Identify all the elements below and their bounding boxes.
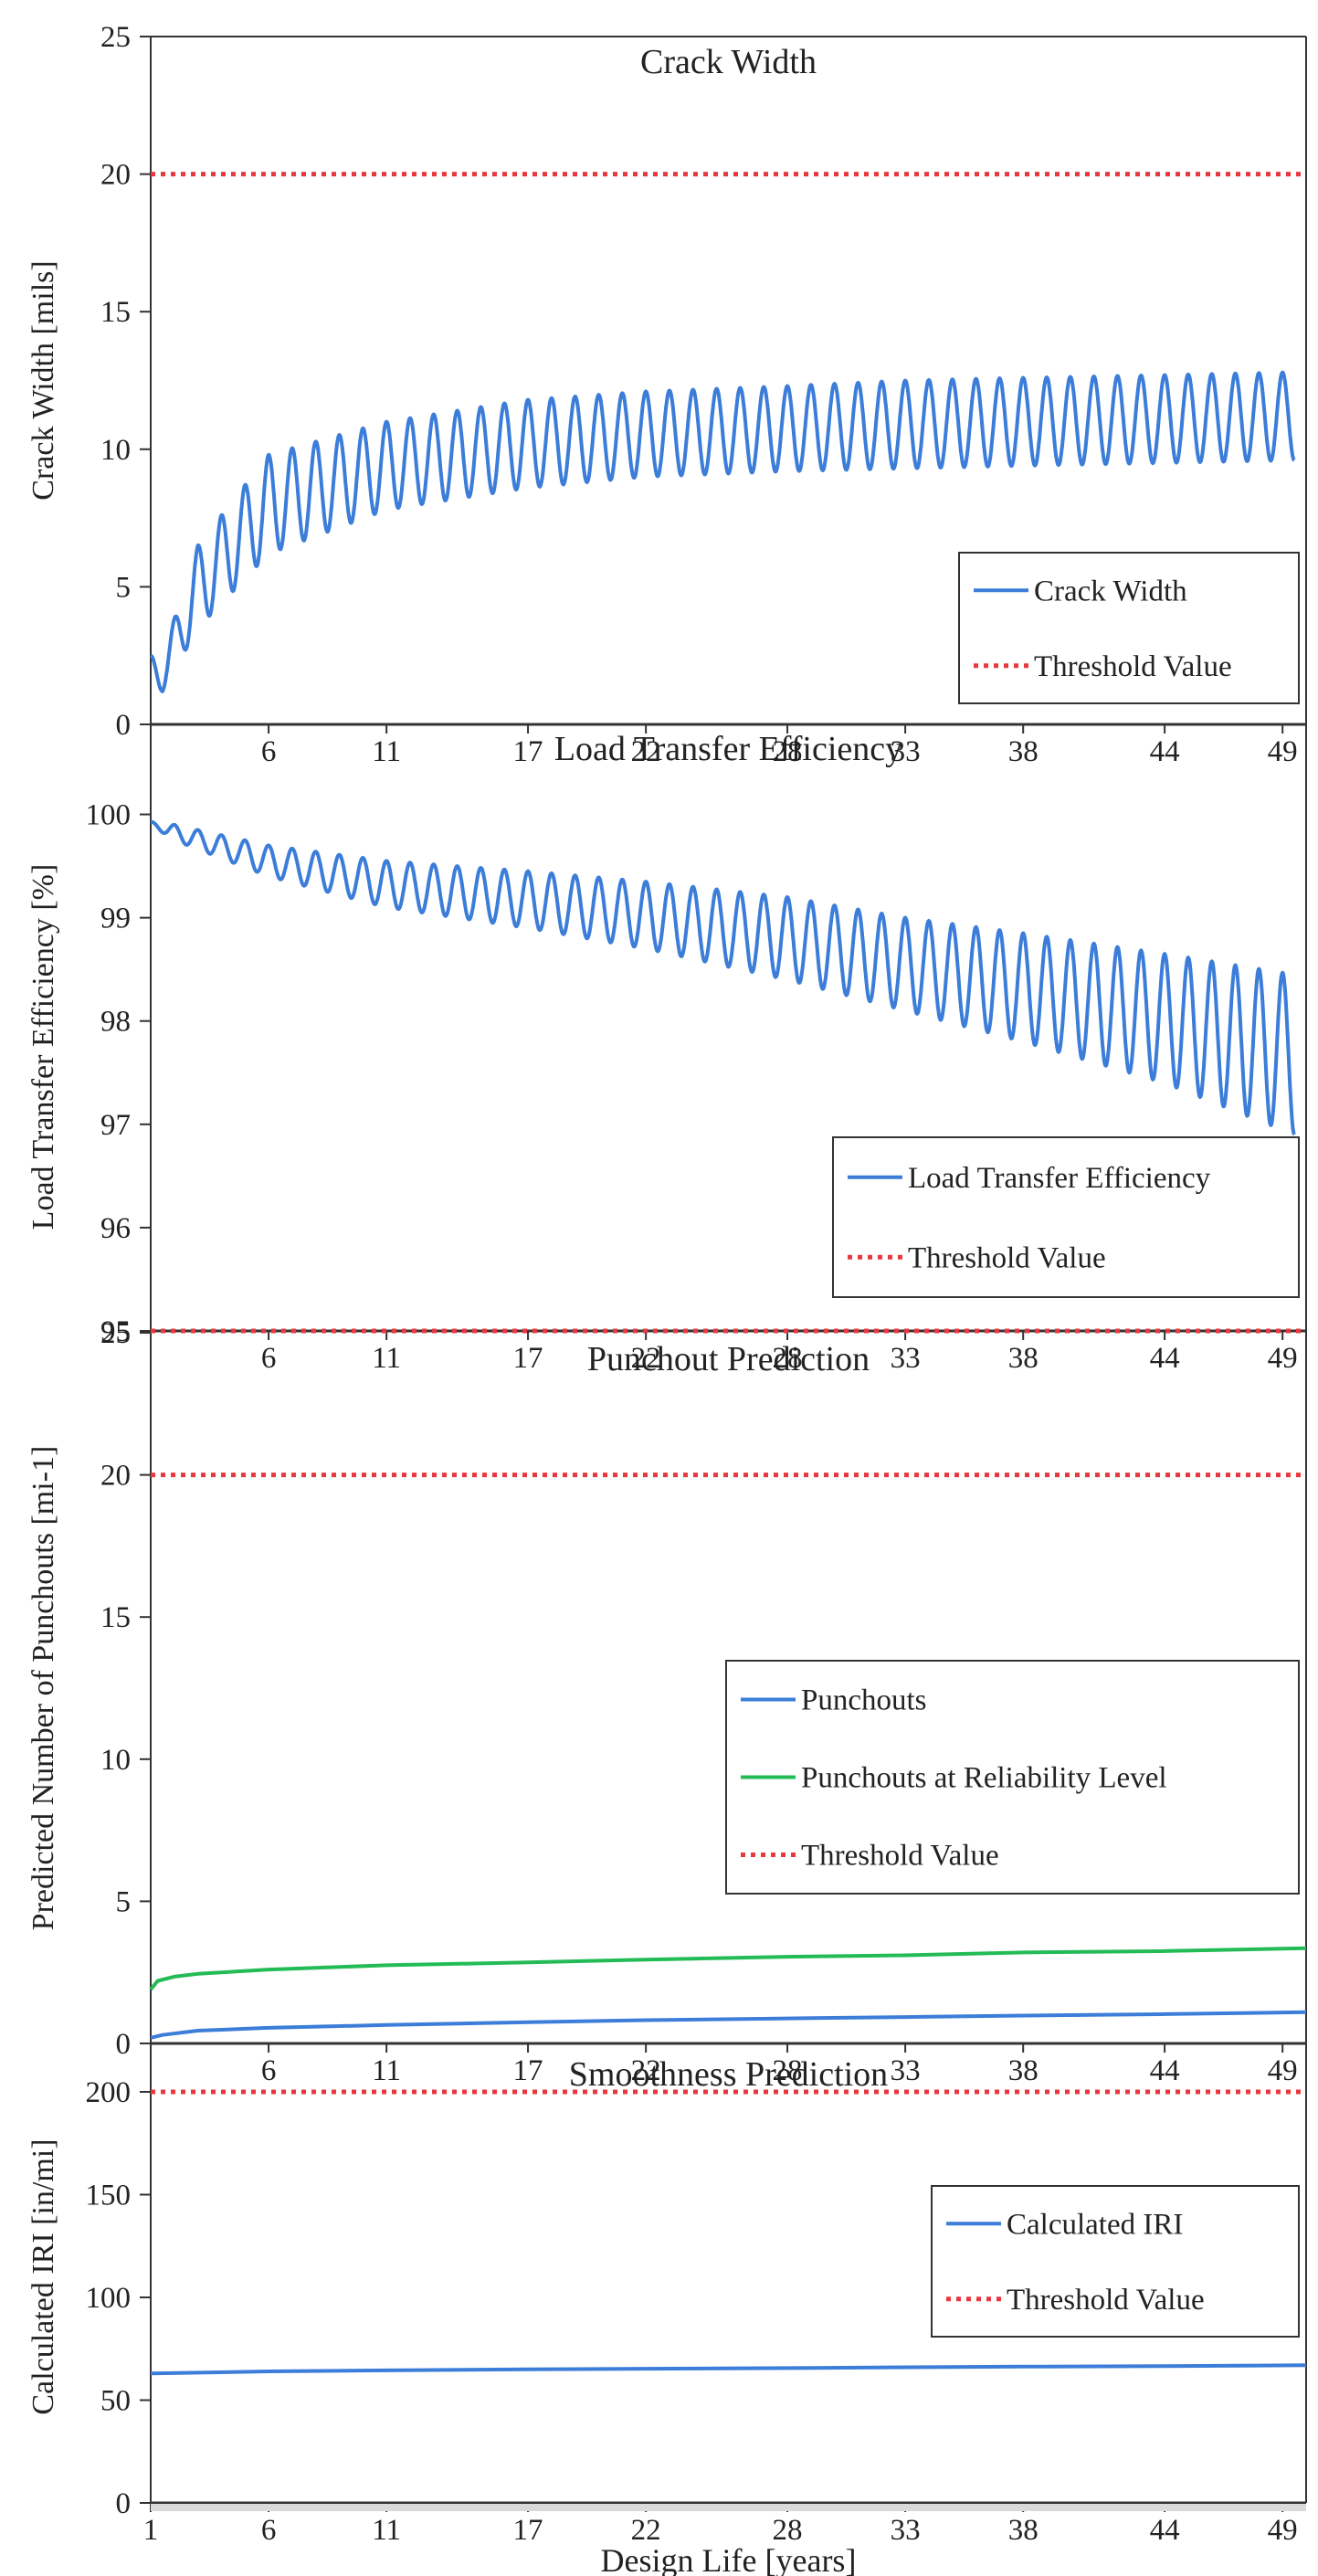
legend-label: Calculated IRI xyxy=(1007,2208,1183,2241)
y-tick-label: 0 xyxy=(116,2028,132,2061)
x-tick-label: 28 xyxy=(773,1342,803,1375)
legend-label: Threshold Value xyxy=(1007,2284,1205,2317)
y-tick-label: 5 xyxy=(116,571,132,604)
x-tick-label: 44 xyxy=(1150,2054,1180,2087)
y-tick-label: 150 xyxy=(86,2180,132,2212)
y-axis-title: Load Transfer Efficiency [%] xyxy=(26,864,60,1230)
bottom-axis-strip xyxy=(151,2504,1306,2511)
legend-label: Crack Width xyxy=(1034,575,1187,607)
y-tick-label: 5 xyxy=(116,1885,132,1918)
x-tick-label: 11 xyxy=(372,2054,401,2087)
legend: Calculated IRI Threshold Value xyxy=(931,2185,1300,2338)
y-tick-label: 97 xyxy=(100,1109,131,1142)
chart-title: Crack Width xyxy=(640,43,817,81)
legend: Punchouts Punchouts at Reliability Level T… xyxy=(725,1660,1300,1895)
x-tick-label: 6 xyxy=(261,2514,277,2547)
y-tick-label: 200 xyxy=(86,2076,132,2109)
y-tick-label: 25 xyxy=(100,1317,131,1350)
y-tick-label: 95 xyxy=(100,1315,131,1348)
y-tick-label: 10 xyxy=(100,1744,131,1777)
y-tick-label: 15 xyxy=(100,1601,131,1634)
x-tick-label: 28 xyxy=(773,2054,803,2087)
series-line-punchouts xyxy=(150,2010,1307,2040)
x-tick-label: 6 xyxy=(261,735,277,768)
legend: Load Transfer Efficiency Threshold Value xyxy=(832,1136,1300,1298)
y-tick-label: 0 xyxy=(116,2487,132,2520)
x-tick-label: 38 xyxy=(1008,735,1039,768)
legend-box xyxy=(958,552,1300,704)
x-tick-label: 22 xyxy=(631,2054,661,2087)
x-tick-label: 6 xyxy=(261,2054,277,2087)
legend-label: Threshold Value xyxy=(1034,650,1232,683)
x-tick-label: 11 xyxy=(372,2514,401,2547)
y-tick-label: 100 xyxy=(86,799,132,832)
legend-label: Load Transfer Efficiency xyxy=(908,1162,1211,1195)
x-tick-label: 38 xyxy=(1008,1342,1039,1375)
x-tick-label: 17 xyxy=(513,1342,543,1375)
y-tick-label: 98 xyxy=(100,1006,131,1039)
x-tick-label: 33 xyxy=(891,2054,921,2087)
legend-box xyxy=(725,1660,1300,1895)
chart-panel-1: Crack Width 0 5 10 15 20 25 6 11 17 22 28 33 38 44 49 Cr… xyxy=(26,21,1306,768)
series-line-punchouts-at-reliability-level xyxy=(149,1946,1307,1991)
legend-label: Punchouts at Reliability Level xyxy=(801,1762,1167,1795)
x-tick-label: 11 xyxy=(372,1342,401,1375)
series-line-crack-width xyxy=(149,370,1296,693)
x-tick-label: 49 xyxy=(1268,735,1298,768)
chart-title: Punchout Prediction xyxy=(587,1340,870,1378)
x-tick-label: 49 xyxy=(1268,2514,1298,2547)
y-tick-label: 20 xyxy=(100,159,131,192)
x-tick-label: 49 xyxy=(1268,1342,1298,1375)
x-tick-label: 44 xyxy=(1150,2514,1180,2547)
y-tick-label: 15 xyxy=(100,296,131,329)
chart-title: Smoothness Prediction xyxy=(569,2055,888,2094)
y-tick-label: 20 xyxy=(100,1460,131,1493)
x-tick-label: 11 xyxy=(372,735,401,768)
y-tick-label: 0 xyxy=(116,709,132,742)
chart-panel-4: Smoothness Prediction 0 50 100 150 200 1 6 11 17 2… xyxy=(26,2055,1307,2576)
chart-panel-2: Load Transfer Efficiency 95 96 97 98 99 100 6 11… xyxy=(26,730,1306,1375)
y-tick-label: 10 xyxy=(100,434,131,467)
chart-title: Load Transfer Efficiency xyxy=(554,730,902,768)
y-axis-title: Predicted Number of Punchouts [mi-1] xyxy=(26,1446,60,1931)
legend-box xyxy=(832,1136,1300,1298)
x-axis-title: Design Life [years] xyxy=(601,2542,857,2576)
x-tick-label: 17 xyxy=(513,2054,543,2087)
x-tick-label: 38 xyxy=(1008,2514,1039,2547)
x-tick-label: 6 xyxy=(261,1342,277,1375)
chart-panel-3: Punchout Prediction 0 5 10 15 20 25 6 11 17 22 28 33… xyxy=(26,1317,1307,2087)
x-tick-label: 22 xyxy=(631,2514,661,2547)
x-tick-label: 17 xyxy=(513,735,543,768)
x-tick-label: 17 xyxy=(513,2514,543,2547)
y-axis-title: Crack Width [mils] xyxy=(26,260,60,500)
y-tick-label: 25 xyxy=(100,21,131,54)
legend-box xyxy=(931,2185,1300,2338)
x-tick-label: 33 xyxy=(891,1342,921,1375)
y-tick-label: 100 xyxy=(86,2282,132,2315)
x-tick-label: 33 xyxy=(891,735,921,768)
y-tick-label: 99 xyxy=(100,903,131,935)
y-tick-label: 96 xyxy=(100,1212,131,1245)
legend-label: Threshold Value xyxy=(908,1241,1106,1274)
legend: Crack Width Threshold Value xyxy=(958,552,1300,704)
series-line-calculated-iri xyxy=(150,2363,1307,2376)
x-tick-label: 44 xyxy=(1150,735,1180,768)
x-tick-label: 22 xyxy=(631,1342,661,1375)
legend-label: Punchouts xyxy=(801,1684,927,1717)
y-tick-label: 50 xyxy=(100,2385,131,2418)
x-tick-label: 28 xyxy=(773,2514,803,2547)
x-tick-label: 49 xyxy=(1268,2054,1298,2087)
x-tick-label: 28 xyxy=(773,735,803,768)
series-line-load-transfer-efficiency xyxy=(149,819,1296,1136)
x-tick-label: 44 xyxy=(1150,1342,1180,1375)
y-axis-title: Calculated IRI [in/mi] xyxy=(26,2138,60,2414)
x-tick-label: 22 xyxy=(631,735,661,768)
x-tick-label: 38 xyxy=(1008,2054,1039,2087)
x-tick-label: 1 xyxy=(143,2514,159,2547)
x-tick-label: 33 xyxy=(891,2514,921,2547)
legend-label: Threshold Value xyxy=(801,1840,999,1873)
